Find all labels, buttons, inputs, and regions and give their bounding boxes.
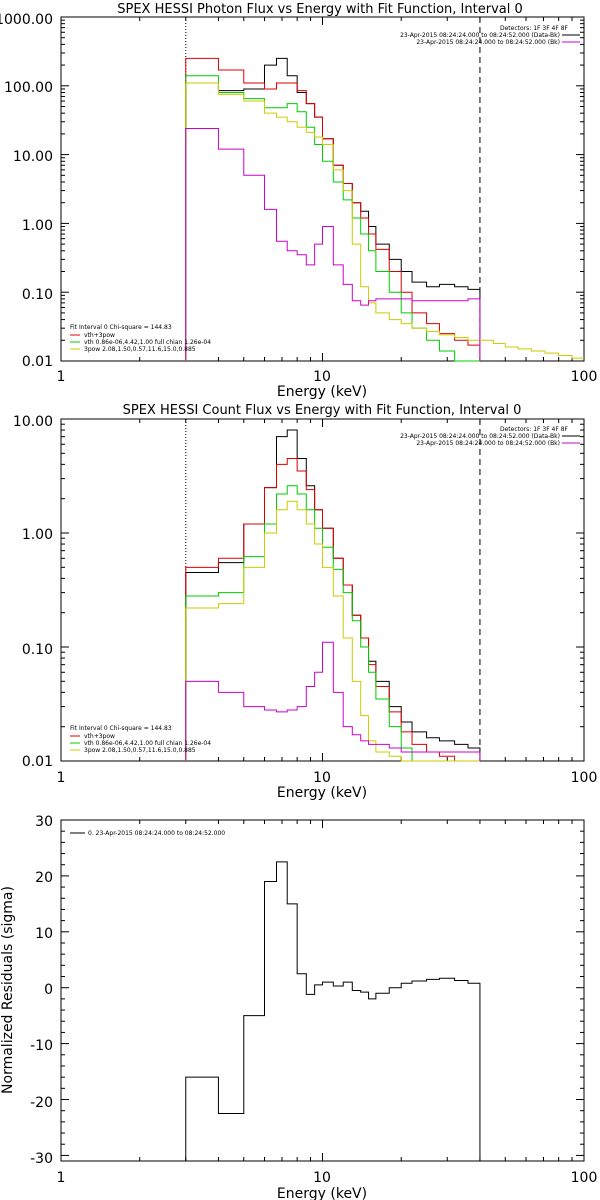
photon-flux-ytick-0.10: 0.10 [22, 287, 53, 303]
count-flux-title: SPEX HESSI Count Flux vs Energy with Fit… [123, 403, 522, 418]
count-flux-panel: SPEX HESSI Count Flux vs Energy with Fit… [13, 403, 597, 801]
residuals-legend-text: 0. 23-Apr-2015 08:24:24.000 to 08:24:52.… [88, 830, 225, 837]
residuals-ytick-20: 20 [35, 870, 53, 886]
photon-flux-ytick-10.00: 10.00 [13, 149, 53, 165]
residuals-xtick-1: 1 [57, 1170, 66, 1186]
photon-flux-xtick-100: 100 [571, 369, 598, 385]
series-2-histogram [185, 485, 480, 762]
photon-flux-ytick-100.00: 100.00 [4, 80, 53, 96]
photon-flux-series [185, 57, 584, 362]
residuals-ytick-m30: -30 [30, 1151, 53, 1167]
fit-extrapolation [479, 339, 584, 359]
legend-data-bk: 23-Apr-2015 08:24:24.000 to 08:24:52.000… [400, 32, 560, 39]
series-1-histogram [185, 57, 481, 361]
count-flux-legend-bottom-left: Fit Interval 0 Chi-square = 144.83 vth+3… [70, 725, 211, 754]
count-flux-ytick-10.00: 10.00 [13, 414, 53, 430]
legend-vth: vth 0.86e-06,4.42,1.00 full chian 1.26e-… [84, 339, 211, 346]
residuals-ticks [60, 819, 585, 1161]
residuals-ytick-10: 10 [35, 926, 53, 942]
photon-flux-ticks [60, 16, 585, 362]
legend-vth3pow-2: vth+3pow [84, 733, 115, 740]
series-3-histogram [185, 82, 481, 361]
series-0-histogram [185, 861, 481, 1161]
legend-detectors: Detectors: 1F 3F 4F 8F [500, 25, 569, 32]
residuals-legend: 0. 23-Apr-2015 08:24:24.000 to 08:24:52.… [70, 830, 225, 837]
legend-fit-interval-2: Fit Interval 0 Chi-square = 144.83 [70, 725, 172, 732]
photon-flux-panel: SPEX HESSI Photon Flux vs Energy with Fi… [0, 2, 597, 400]
legend-3pow: 3pow 2.08,1.50,0.57,11.6,15.0,0.885 [84, 346, 196, 353]
series-2-histogram [185, 75, 480, 362]
residuals-xtick-100: 100 [571, 1170, 598, 1186]
series-4-histogram [185, 127, 481, 361]
legend-vth-2: vth 0.86e-06,4.42,1.00 full chian 1.26e-… [84, 740, 211, 747]
residuals-ytick-m20: -20 [30, 1095, 53, 1111]
residuals-ytick-0: 0 [44, 982, 53, 998]
residuals-series [185, 861, 481, 1161]
series-3-histogram [185, 500, 480, 762]
legend-vth3pow: vth+3pow [84, 332, 115, 339]
residuals-xtick-10: 10 [313, 1170, 331, 1186]
legend-detectors-2: Detectors: 1F 3F 4F 8F [500, 426, 569, 433]
photon-flux-xtick-1: 1 [57, 369, 66, 385]
legend-fit-interval: Fit Interval 0 Chi-square = 144.83 [70, 324, 172, 331]
count-flux-legend-top-right: Detectors: 1F 3F 4F 8F 23-Apr-2015 08:24… [400, 426, 580, 447]
count-flux-series [185, 429, 481, 762]
photon-flux-title: SPEX HESSI Photon Flux vs Energy with Fi… [117, 2, 523, 17]
residuals-panel: 1 10 100 -30 -20 -10 0 10 20 30 Energy (… [0, 814, 597, 1200]
legend-bk-2: 23-Apr-2015 08:24:24.000 to 08:24:52.000… [416, 440, 560, 447]
residuals-ytick-30: 30 [35, 814, 53, 830]
count-flux-axes-frame [60, 418, 585, 762]
count-flux-ytick-0.01: 0.01 [22, 754, 53, 770]
residuals-ylabel: Normalized Residuals (sigma) [0, 886, 16, 1094]
count-flux-xlabel: Energy (keV) [277, 785, 367, 801]
count-flux-ytick-0.10: 0.10 [22, 642, 53, 658]
count-flux-ticks [60, 418, 585, 762]
photon-flux-axes-frame [60, 16, 585, 362]
legend-data-bk-2: 23-Apr-2015 08:24:24.000 to 08:24:52.000… [400, 433, 560, 440]
legend-bk: 23-Apr-2015 08:24:24.000 to 08:24:52.000… [416, 39, 560, 46]
photon-flux-legend-top-right: Detectors: 1F 3F 4F 8F 23-Apr-2015 08:24… [400, 25, 580, 46]
series-0-histogram [185, 57, 481, 361]
count-flux-xtick-100: 100 [571, 770, 598, 786]
photon-flux-ytick-1000.00: 1000.00 [0, 12, 53, 28]
count-flux-xtick-10: 10 [313, 770, 331, 786]
series-1-histogram [185, 458, 480, 762]
photon-flux-ytick-0.01: 0.01 [22, 354, 53, 370]
residuals-ytick-m10: -10 [30, 1038, 53, 1054]
photon-flux-legend-bottom-left: Fit Interval 0 Chi-square = 144.83 vth+3… [70, 324, 211, 353]
photon-flux-ytick-1.00: 1.00 [22, 218, 53, 234]
count-flux-ytick-1.00: 1.00 [22, 527, 53, 543]
residuals-xlabel: Energy (keV) [277, 1186, 367, 1200]
series-4-histogram [185, 641, 481, 761]
residuals-axes-frame [60, 819, 585, 1162]
photon-flux-xtick-10: 10 [313, 369, 331, 385]
photon-flux-xlabel: Energy (keV) [277, 384, 367, 400]
count-flux-xtick-1: 1 [57, 770, 66, 786]
legend-3pow-2: 3pow 2.08,1.50,0.57,11.6,15.0,0.885 [84, 747, 196, 754]
